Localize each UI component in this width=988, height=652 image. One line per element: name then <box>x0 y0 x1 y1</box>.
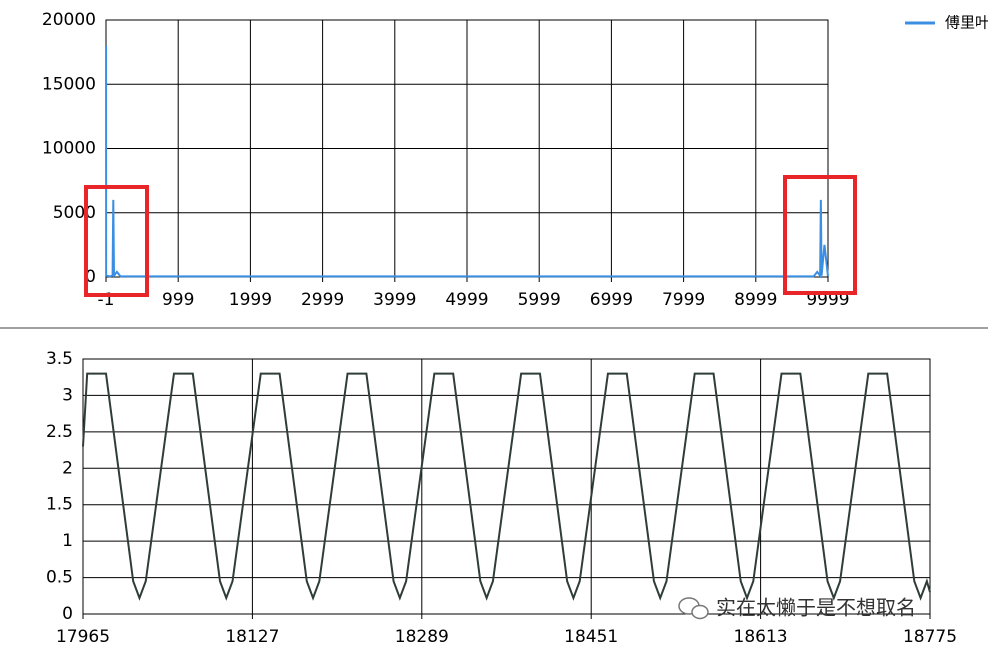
x-tick-label: 4999 <box>445 290 488 310</box>
highlight-box <box>84 185 149 297</box>
y-tick-label: 0 <box>62 604 73 624</box>
y-tick-label: 5000 <box>53 203 96 223</box>
y-tick-label: 2.5 <box>46 422 73 442</box>
x-tick-label: 6999 <box>590 290 633 310</box>
y-tick-label: 0 <box>85 267 96 287</box>
x-tick-label: 2999 <box>301 290 344 310</box>
y-tick-label: 3 <box>62 385 73 405</box>
x-tick-label: 3999 <box>373 290 416 310</box>
x-tick-label: 5999 <box>518 290 561 310</box>
x-tick-label: 17965 <box>56 627 110 647</box>
watermark-icon <box>678 597 709 620</box>
x-tick-label: 18127 <box>225 627 279 647</box>
x-tick-label: 1999 <box>229 290 272 310</box>
y-tick-label: 10000 <box>42 139 96 159</box>
x-tick-label: 7999 <box>662 290 705 310</box>
y-tick-label: 3.5 <box>46 349 73 369</box>
x-tick-label: 18775 <box>903 627 957 647</box>
x-tick-label: 18613 <box>734 627 788 647</box>
x-tick-label: 18289 <box>395 627 449 647</box>
x-tick-label: 18451 <box>564 627 618 647</box>
y-tick-label: 20000 <box>42 10 96 30</box>
watermark: 实在太懒于是不想取名 <box>716 596 916 620</box>
x-tick-label: 8999 <box>734 290 777 310</box>
y-tick-label: 15000 <box>42 74 96 94</box>
x-tick-label: 999 <box>162 290 194 310</box>
y-tick-label: 1.5 <box>46 495 73 515</box>
series-line <box>105 45 829 279</box>
highlight-box <box>783 175 857 295</box>
legend-label: 傅里叶 <box>945 14 988 32</box>
y-tick-label: 0.5 <box>46 568 73 588</box>
plot-border <box>82 358 931 615</box>
y-tick-label: 2 <box>62 458 73 478</box>
y-tick-label: 1 <box>62 531 73 551</box>
series-line <box>82 372 931 601</box>
